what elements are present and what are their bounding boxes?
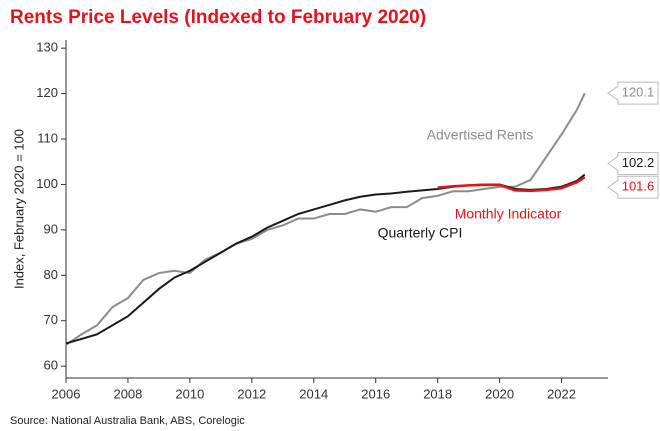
y-tick-label: 100 (36, 176, 58, 191)
series-label: Monthly Indicator (455, 206, 562, 222)
y-tick-label: 110 (37, 130, 58, 145)
x-tick-label: 2008 (113, 386, 142, 401)
y-axis-label: Index, February 2020 = 100 (11, 129, 26, 289)
series-line (65, 173, 586, 345)
series-line (437, 176, 586, 193)
chart-title: Rents Price Levels (Indexed to February … (10, 7, 426, 28)
end-value-label: 101.6 (622, 179, 655, 194)
series-label: Quarterly CPI (378, 225, 463, 241)
y-tick-label: 130 (36, 40, 58, 55)
x-tick-label: 2020 (485, 386, 514, 401)
x-tick-label: 2018 (423, 386, 452, 401)
x-tick-label: 2016 (361, 386, 390, 401)
y-tick-label: 60 (44, 358, 58, 373)
x-tick-label: 2014 (299, 386, 328, 401)
x-tick-label: 2010 (175, 386, 204, 401)
value-callout (607, 151, 659, 175)
value-callout (607, 81, 659, 105)
end-value-label: 102.2 (622, 155, 655, 170)
value-callout (607, 175, 659, 199)
y-tick-label: 80 (44, 267, 58, 282)
x-tick-label: 2022 (547, 386, 576, 401)
series-label: Advertised Rents (427, 127, 534, 143)
y-tick-label: 70 (44, 312, 58, 327)
y-tick-label: 120 (36, 85, 58, 100)
source: Source: National Australia Bank, ABS, Co… (10, 415, 245, 427)
x-tick-label: 2006 (52, 386, 81, 401)
end-value-label: 120.1 (622, 85, 655, 100)
x-tick-label: 2012 (237, 386, 266, 401)
y-tick-label: 90 (44, 221, 58, 236)
